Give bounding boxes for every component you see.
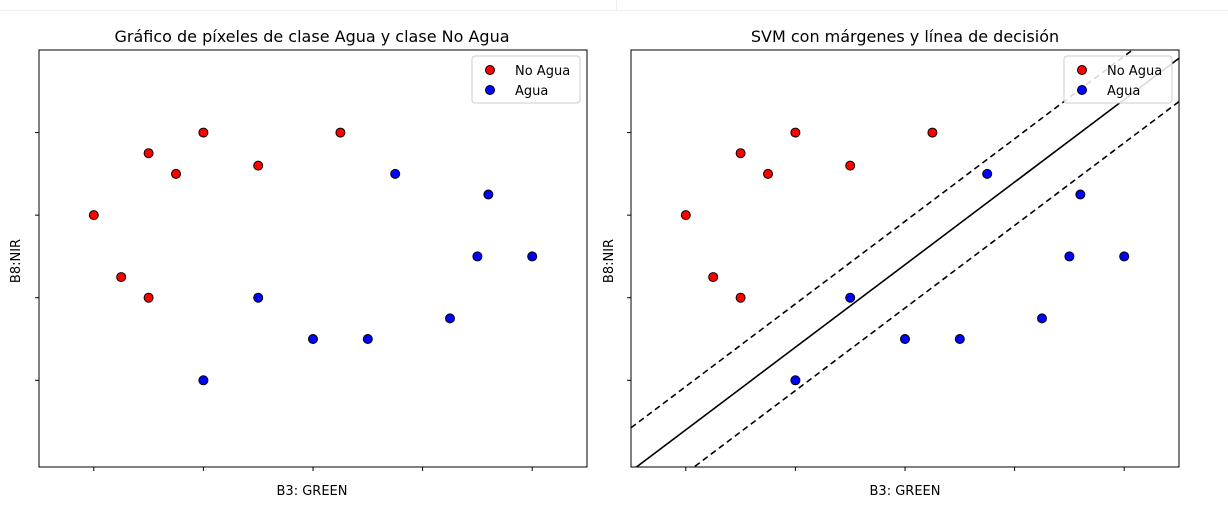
data-point-agua [362,334,373,345]
data-point-agua [900,334,910,345]
data-point-no-agua [143,292,154,303]
top-divider [0,10,1228,11]
data-point-agua [1037,313,1047,324]
y-axis-label-right: B8:NIR [602,239,617,283]
chart-title-right: SVM con márgenes y línea de decisión [751,27,1059,46]
data-point-no-agua [763,168,773,179]
legend-label-agua-right: Agua [1107,84,1140,99]
data-point-agua [954,334,965,345]
points-right [680,127,1130,386]
legend-left: No Agua Agua [471,55,581,104]
data-point-no-agua [735,148,746,159]
data-point-agua [845,292,856,303]
data-point-no-agua [335,127,346,138]
legend-marker-no-agua-right [1077,65,1087,75]
data-point-agua [1075,189,1086,200]
plot-frame-right [630,49,1180,468]
legend-marker-agua-right [1077,85,1087,95]
data-point-agua [253,292,264,303]
data-point-no-agua [253,160,264,171]
data-point-agua [790,375,801,386]
legend-box-left [471,55,581,104]
legend-label-no-agua-left: No Agua [515,64,570,79]
data-point-no-agua [171,168,181,179]
data-point-agua [982,168,993,179]
legend-box-right [1063,55,1173,104]
chart-title-left: Gráfico de píxeles de clase Agua y clase… [114,27,509,46]
data-point-no-agua [680,210,691,221]
svm-plot-right: SVM con márgenes y línea de decisión B3:… [602,27,1180,499]
ticks-left [35,132,533,471]
data-point-no-agua [143,148,154,159]
data-point-no-agua [116,272,127,283]
data-point-agua [1064,251,1075,262]
decision-line [635,57,1179,467]
data-point-agua [472,251,483,262]
x-axis-label-left: B3: GREEN [277,484,348,499]
y-axis-label-left: B8:NIR [9,239,24,283]
margin-line-2 [692,100,1179,467]
data-point-no-agua [708,272,719,283]
data-point-agua [390,168,401,179]
plot-frame-left [38,49,588,468]
data-point-agua [527,251,538,262]
data-point-no-agua [735,292,746,303]
legend-marker-agua-left [485,85,495,95]
legend-label-no-agua-right: No Agua [1107,64,1162,79]
legend-marker-no-agua-left [485,65,495,75]
data-point-agua [198,375,209,386]
data-point-no-agua [927,127,938,138]
data-point-agua [1119,251,1130,262]
scatter-plot-left: Gráfico de píxeles de clase Agua y clase… [9,27,588,499]
legend-label-agua-left: Agua [515,84,548,99]
data-point-no-agua [198,127,209,138]
legend-right: No Agua Agua [1063,55,1173,104]
data-point-agua [308,334,318,345]
x-axis-label-right: B3: GREEN [870,484,941,499]
points-left [88,127,538,386]
data-point-agua [445,313,455,324]
cell-separator [616,0,617,10]
data-point-no-agua [790,127,801,138]
data-point-agua [483,189,494,200]
ticks-right [627,132,1125,471]
data-point-no-agua [88,210,99,221]
data-point-no-agua [845,160,856,171]
